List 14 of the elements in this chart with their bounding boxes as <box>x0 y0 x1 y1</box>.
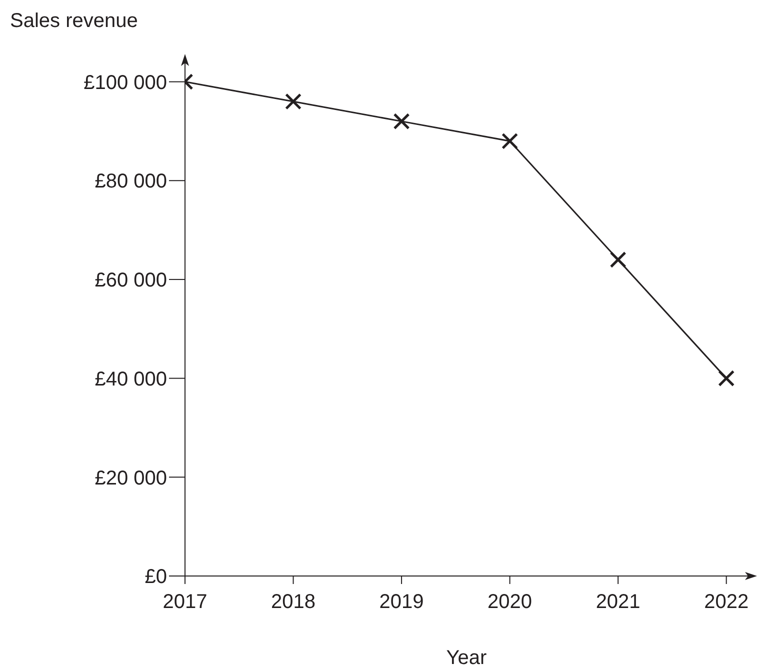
x-tick-label: 2021 <box>596 591 640 614</box>
x-tick-label: 2017 <box>162 591 208 614</box>
y-axis-title: Sales revenue <box>10 10 138 33</box>
y-tick-label: £100 000 <box>84 72 167 94</box>
y-tick-label: £80 000 <box>94 170 167 193</box>
x-tick-label: 2019 <box>379 591 424 614</box>
x-tick-label: 2022 <box>704 591 749 614</box>
y-tick-label: £20 000 <box>94 467 167 490</box>
y-tick-label: £40 000 <box>94 368 167 390</box>
x-tick-label: 2018 <box>271 591 316 614</box>
x-axis-title: Year <box>446 647 488 669</box>
y-tick-label: £60 000 <box>94 270 167 292</box>
x-tick-label: 2020 <box>488 591 532 614</box>
y-tick-label: £0 <box>144 566 167 588</box>
